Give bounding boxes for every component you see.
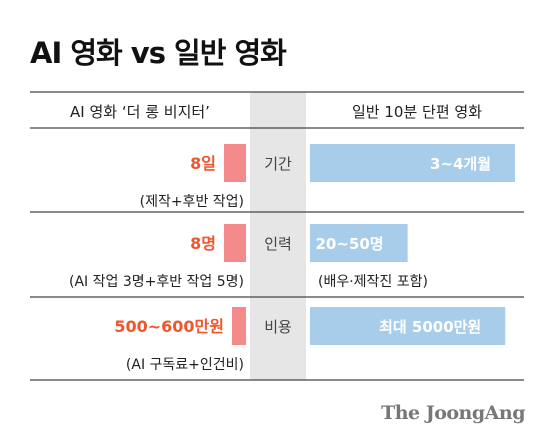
movie-bar-0 <box>310 144 515 182</box>
movie-bar-2 <box>310 307 506 345</box>
header-regular-movie: 일반 10분 단편 영화 <box>352 103 482 121</box>
movie-value-label-0: 3~4개월 <box>430 155 491 173</box>
movie-value-label-1: 20~50명 <box>315 235 383 253</box>
category-label-1: 인력 <box>264 235 292 253</box>
ai-bar-0 <box>224 144 246 182</box>
category-label-0: 기간 <box>264 155 292 173</box>
movie-bar-1 <box>310 224 408 262</box>
movie-note-1: (배우·제작진 포함) <box>318 274 428 290</box>
movie-value-label-2: 최대 5000만원 <box>379 318 481 336</box>
ai-note-0: (제작+후반 작업) <box>140 194 244 210</box>
page-title: AI 영화 vs 일반 영화 <box>30 36 287 70</box>
brand-logo: The JoongAng <box>381 402 525 424</box>
header-ai-movie: AI 영화 ‘더 롱 비지터’ <box>70 103 210 121</box>
ai-note-2: (AI 구독료+인건비) <box>126 357 244 373</box>
ai-value-label-1: 8명 <box>190 234 216 253</box>
ai-bar-1 <box>224 224 246 262</box>
ai-bar-2 <box>232 307 246 345</box>
category-label-2: 비용 <box>264 318 292 336</box>
ai-value-label-0: 8일 <box>190 154 216 173</box>
ai-note-1: (AI 작업 3명+후반 작업 5명) <box>69 274 244 290</box>
ai-value-label-2: 500~600만원 <box>114 317 224 336</box>
center-band <box>250 92 306 380</box>
